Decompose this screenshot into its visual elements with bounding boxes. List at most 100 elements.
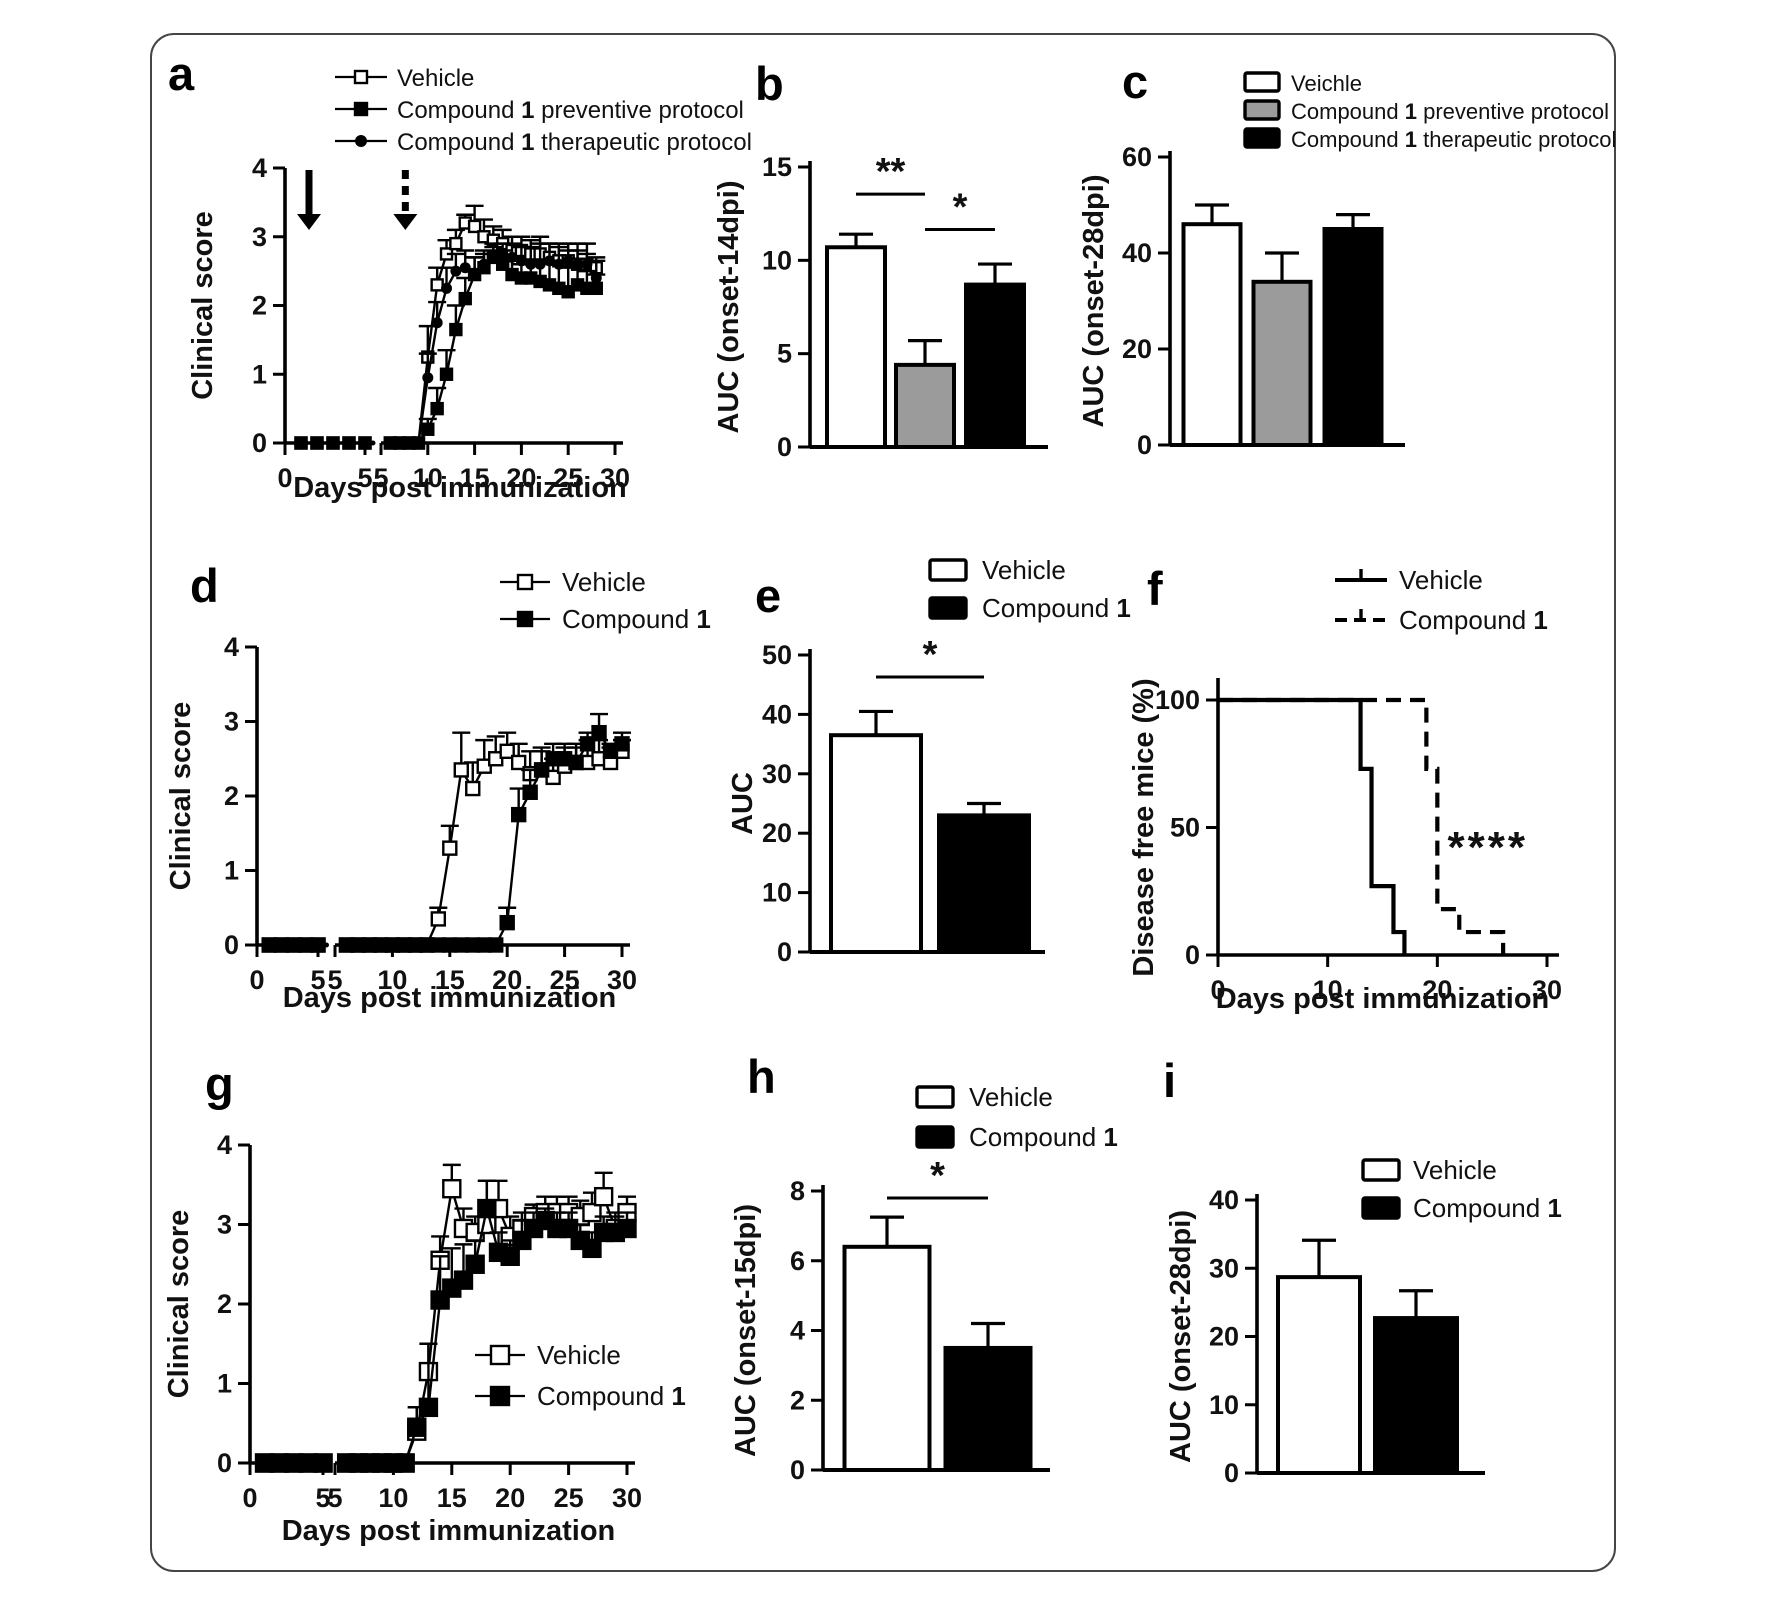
y-axis-title: Disease free mice (%) bbox=[1128, 678, 1160, 976]
square-filled-marker bbox=[499, 914, 515, 931]
y-tick-label: 3 bbox=[217, 1210, 232, 1240]
x-tick-label: 5 bbox=[373, 463, 388, 493]
bar bbox=[943, 1345, 1033, 1472]
x-axis-title: Days post immunization bbox=[282, 1515, 616, 1547]
legend-label: Compound 1 bbox=[1399, 605, 1548, 635]
x-tick-label: 25 bbox=[553, 463, 583, 493]
x-tick-label: 20 bbox=[495, 1483, 525, 1513]
circle-filled-marker bbox=[478, 258, 490, 270]
y-tick-label: 0 bbox=[1185, 940, 1200, 970]
legend-swatch bbox=[1361, 1158, 1401, 1182]
circle-filled-marker bbox=[311, 437, 323, 449]
square-filled-marker bbox=[489, 1385, 511, 1407]
x-tick-label: 10 bbox=[378, 1483, 408, 1513]
y-tick-label: 2 bbox=[217, 1289, 232, 1319]
series-line bbox=[346, 749, 623, 947]
legend-label: Compound 1 therapeutic protocol bbox=[1291, 127, 1616, 152]
x-tick-label: 5 bbox=[327, 1483, 342, 1513]
x-tick-label: 5 bbox=[310, 965, 325, 995]
circle-filled-marker bbox=[506, 251, 518, 263]
survival-curve-solid bbox=[1218, 697, 1407, 955]
square-open-marker bbox=[510, 754, 527, 771]
solid-arrow-head bbox=[297, 214, 321, 230]
square-filled-marker bbox=[591, 724, 607, 741]
y-tick-label: 1 bbox=[217, 1369, 232, 1399]
panel-h-chart: 0 2 4 6 8 AUC (onset-15dpi) * Vehicle Compound 1 bbox=[730, 1082, 1118, 1485]
x-tick-label: 0 bbox=[1210, 975, 1225, 1005]
y-tick-label: 8 bbox=[790, 1176, 805, 1206]
y-tick-label: 0 bbox=[777, 937, 792, 967]
x-tick-label: 5 bbox=[357, 463, 372, 493]
bar bbox=[1276, 1275, 1362, 1475]
y-axis-title: AUC (onset-14dpi) bbox=[713, 181, 745, 434]
x-tick-label: 0 bbox=[277, 463, 292, 493]
square-filled-marker bbox=[589, 281, 603, 296]
legend-label: Vehicle bbox=[397, 65, 474, 92]
y-tick-label: 50 bbox=[1170, 813, 1200, 843]
y-axis-title: AUC (onset-15dpi) bbox=[730, 1204, 762, 1457]
circle-filled-marker bbox=[384, 437, 396, 449]
square-filled-marker bbox=[407, 1417, 427, 1437]
legend-swatch bbox=[1243, 127, 1281, 149]
square-open-marker bbox=[489, 1344, 511, 1366]
square-filled-marker bbox=[582, 1238, 602, 1259]
bar bbox=[1181, 222, 1243, 447]
square-open-marker bbox=[593, 1186, 614, 1207]
square-filled-marker bbox=[568, 754, 584, 771]
square-filled-marker bbox=[430, 401, 444, 416]
legend-swatch bbox=[1361, 1196, 1401, 1220]
panel-f: f 0 50 100 Disease free mice (%) 0 10 20 30 Days… bbox=[1105, 520, 1610, 1015]
y-tick-label: 2 bbox=[224, 781, 239, 811]
x-tick-label: 0 bbox=[249, 965, 264, 995]
circle-filled-marker bbox=[515, 255, 527, 267]
square-open-marker bbox=[442, 840, 458, 856]
panel-c: c 0 20 40 60 AUC (onset-28dpi) Veichle Compoun… bbox=[1078, 40, 1616, 505]
y-tick-label: 0 bbox=[217, 1448, 232, 1478]
bar bbox=[829, 733, 923, 954]
legend-label: Compound 1 bbox=[969, 1122, 1118, 1152]
panel-a-letter: a bbox=[168, 47, 195, 100]
y-tick-label: 3 bbox=[252, 222, 267, 252]
panel-i: i 0 10 20 30 40 AUC (onset-28dpi) Vehicle Compo… bbox=[1105, 1015, 1610, 1560]
y-axis-title: Clinical score bbox=[163, 1210, 195, 1399]
circle-filled-marker bbox=[412, 437, 424, 449]
legend-swatch bbox=[915, 1085, 955, 1109]
bar bbox=[1251, 279, 1313, 447]
circle-filled-marker bbox=[590, 272, 602, 284]
square-filled-marker bbox=[313, 1453, 333, 1473]
panel-a: a 0 1 2 3 4 Clinical score 0 5 5 10 15 20 25 30 Days p… bbox=[160, 40, 752, 505]
circle-filled-marker bbox=[359, 437, 371, 449]
y-tick-label: 10 bbox=[762, 245, 792, 275]
y-tick-label: 0 bbox=[1137, 430, 1152, 460]
x-tick-label: 30 bbox=[612, 1483, 642, 1513]
square-open-marker bbox=[582, 1202, 602, 1223]
x-tick-label: 15 bbox=[437, 1483, 467, 1513]
y-tick-label: 20 bbox=[762, 818, 792, 848]
square-filled-marker bbox=[533, 762, 550, 778]
panel-b: b 0 5 10 15 AUC (onset-14dpi) ** * bbox=[700, 40, 1110, 505]
legend-label: Compound 1 bbox=[562, 604, 711, 634]
panel-c-letter: c bbox=[1122, 55, 1149, 108]
square-filled-marker bbox=[395, 1453, 415, 1473]
bar bbox=[1373, 1316, 1459, 1476]
y-tick-label: 20 bbox=[1122, 334, 1152, 364]
x-tick-label: 10 bbox=[1313, 975, 1343, 1005]
circle-filled-marker bbox=[459, 262, 471, 274]
x-tick-label: 30 bbox=[607, 965, 637, 995]
x-tick-label: 30 bbox=[1532, 975, 1562, 1005]
x-tick-label: 0 bbox=[242, 1483, 257, 1513]
circle-filled-marker bbox=[572, 258, 584, 270]
circle-filled-marker bbox=[441, 282, 453, 294]
square-filled-marker bbox=[617, 1218, 637, 1239]
bar bbox=[1322, 227, 1384, 447]
square-filled-marker bbox=[439, 367, 454, 381]
panel-h: h 0 2 4 6 8 AUC (onset-15dpi) * Vehicle Compound… bbox=[700, 1015, 1150, 1560]
significance-stars: * bbox=[923, 634, 938, 676]
y-tick-label: 1 bbox=[252, 359, 267, 389]
y-tick-label: 40 bbox=[1209, 1185, 1239, 1215]
circle-filled-marker bbox=[525, 258, 537, 270]
